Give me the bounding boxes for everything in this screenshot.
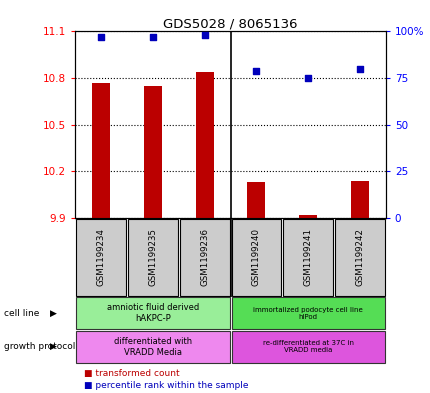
Bar [179, 219, 229, 296]
Text: re-differentiated at 37C in
VRADD media: re-differentiated at 37C in VRADD media [262, 340, 353, 353]
Text: growth protocol: growth protocol [4, 342, 76, 351]
Text: GSM1199235: GSM1199235 [148, 228, 157, 286]
Point [201, 32, 208, 38]
Text: ▶: ▶ [49, 342, 56, 351]
Point [252, 68, 259, 74]
Text: GSM1199234: GSM1199234 [97, 228, 105, 286]
Text: GSM1199236: GSM1199236 [200, 228, 209, 286]
Point [356, 66, 362, 72]
Bar [231, 219, 281, 296]
Text: GSM1199242: GSM1199242 [355, 228, 363, 286]
Point [149, 34, 156, 40]
Point [98, 34, 104, 40]
Bar [247, 182, 265, 218]
Bar [76, 219, 126, 296]
Bar [144, 86, 162, 218]
Bar [283, 219, 332, 296]
Bar [92, 83, 110, 218]
Bar [128, 219, 178, 296]
Bar [298, 215, 316, 218]
Text: GSM1199240: GSM1199240 [252, 228, 260, 286]
Text: immortalized podocyte cell line
hIPod: immortalized podocyte cell line hIPod [253, 307, 362, 320]
Bar [231, 298, 384, 329]
Text: ■ percentile rank within the sample: ■ percentile rank within the sample [84, 381, 248, 390]
Text: cell line: cell line [4, 309, 40, 318]
Text: ▶: ▶ [49, 309, 56, 318]
Point [304, 75, 311, 81]
Bar [231, 331, 384, 363]
Text: ■ transformed count: ■ transformed count [84, 369, 179, 378]
Title: GDS5028 / 8065136: GDS5028 / 8065136 [163, 17, 297, 30]
Text: differentiated with
VRADD Media: differentiated with VRADD Media [114, 337, 192, 357]
Bar [334, 219, 384, 296]
Bar [195, 72, 213, 218]
Text: amniotic fluid derived
hAKPC-P: amniotic fluid derived hAKPC-P [107, 303, 199, 323]
Bar [76, 298, 229, 329]
Text: GSM1199241: GSM1199241 [303, 228, 312, 286]
Bar [350, 181, 368, 218]
Bar [76, 331, 229, 363]
